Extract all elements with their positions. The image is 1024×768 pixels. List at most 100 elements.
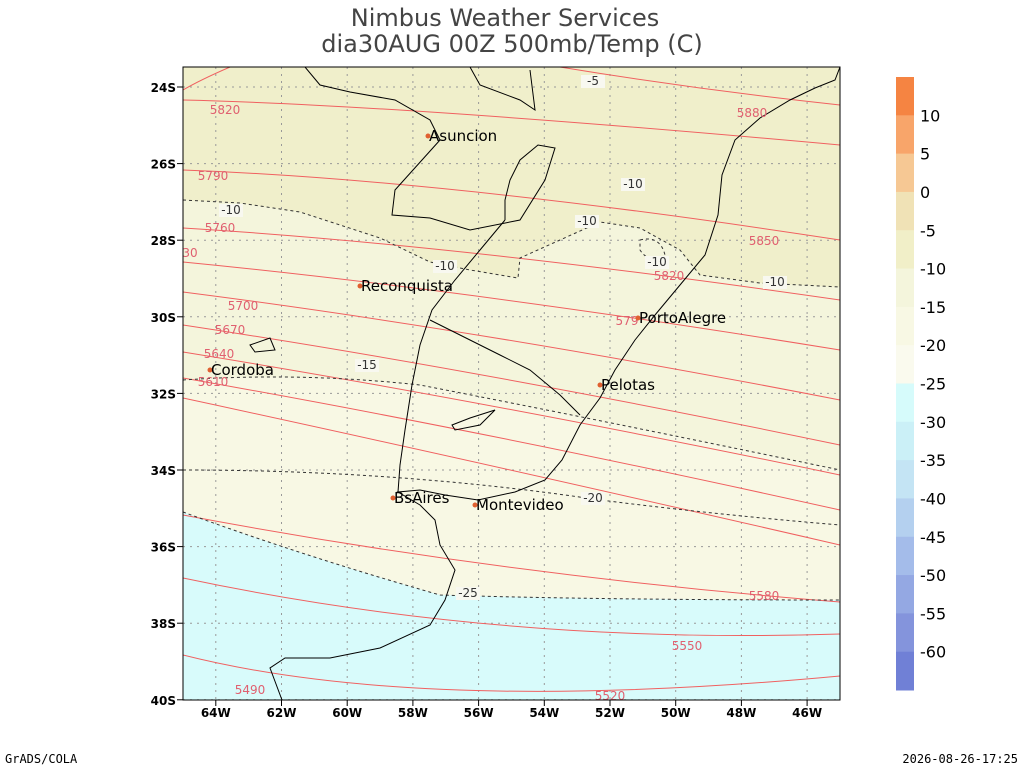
coastline: [269, 67, 840, 700]
temp-contour: [183, 376, 840, 471]
title: Nimbus Weather Services: [351, 4, 659, 32]
colorbar-label: -25: [920, 375, 946, 394]
temp-contour: [639, 238, 666, 260]
city-dot: [472, 502, 478, 508]
city-dot: [597, 382, 603, 388]
city-name: Pelotas: [601, 376, 655, 394]
y-tick-label: 26S: [151, 158, 176, 172]
colorbar-box: [896, 268, 914, 308]
temp-contour: [183, 199, 840, 288]
colorbar-box: [896, 306, 914, 346]
height-label: 5820: [210, 103, 241, 117]
colorbar-box: [896, 115, 914, 155]
temp-contour: [183, 511, 840, 601]
height-label: 5850: [749, 234, 780, 248]
x-tick-label: 60W: [332, 706, 362, 720]
temp-label-bg: [621, 178, 645, 191]
height-contour: [183, 351, 840, 476]
height-label: 5610: [198, 375, 229, 389]
colorbar-label: -60: [920, 643, 946, 662]
colorbar-label: -5: [920, 221, 936, 240]
x-tick-label: 46W: [792, 706, 822, 720]
x-tick-label: 64W: [201, 706, 231, 720]
height-contour: [183, 654, 840, 692]
city-name: Montevideo: [476, 496, 564, 514]
colorbar-box: [896, 421, 914, 461]
height-label: 5520: [595, 689, 626, 703]
colorbar-label: -55: [920, 604, 946, 623]
border: [429, 319, 581, 416]
map-area: 5820 5790 5760 30 5700 5670 5640 5610 5880 5850 58…: [182, 67, 840, 703]
temp-label-bg: [433, 260, 457, 273]
lake: [249, 337, 276, 353]
x-tick-label: 62W: [267, 706, 297, 720]
x-tick-label: 56W: [464, 706, 494, 720]
map-frame: [182, 66, 841, 701]
y-tick-label: 24S: [151, 81, 176, 95]
height-contour: [183, 514, 840, 603]
height-contour: [183, 227, 840, 301]
height-label: 5880: [737, 106, 768, 120]
height-label: 5670: [215, 323, 246, 337]
colorbar-label: -10: [920, 260, 946, 279]
colorbar-label: -35: [920, 451, 946, 470]
height-contour: [183, 291, 840, 401]
height-label: 30: [182, 246, 197, 260]
city-dot: [357, 283, 363, 289]
colorbar-box: [896, 613, 914, 653]
city-dot: [390, 495, 396, 501]
colorbar-label: -45: [920, 528, 946, 547]
temp-label: -10: [221, 203, 241, 217]
temp-contours: [183, 199, 840, 601]
colorbar-label: 0: [920, 183, 930, 202]
colorbar-label: -30: [920, 413, 946, 432]
height-contour: [183, 397, 840, 546]
city-dot: [207, 367, 213, 373]
y-tick-label: 30S: [151, 311, 176, 325]
colorbar-label: -15: [920, 298, 946, 317]
y-tick-label: 34S: [151, 464, 176, 478]
height-label: 579: [616, 314, 639, 328]
temp-label: -10: [647, 255, 667, 269]
footer-left: GrADS/COLA: [5, 752, 78, 766]
temp-label-bg: [575, 215, 599, 228]
city-name: Asuncion: [429, 127, 497, 145]
city-name: Cordoba: [211, 361, 274, 379]
colorbar-label: -40: [920, 489, 946, 508]
lake: [451, 409, 496, 431]
colorbar-box: [896, 383, 914, 423]
temp-label-bg: [456, 587, 480, 600]
height-contour: [183, 169, 840, 241]
height-label: 5580: [749, 589, 780, 603]
colorbar-label: 5: [920, 145, 930, 164]
height-contour: [559, 67, 840, 106]
y-tick-label: 28S: [151, 234, 176, 248]
colorbar-box: [896, 536, 914, 576]
colorbar-box: [896, 498, 914, 538]
temp-label-bg: [645, 256, 669, 269]
coastlines: [249, 67, 840, 700]
temp-label: -10: [765, 275, 785, 289]
temp-label: -15: [357, 358, 377, 372]
height-label: 5700: [228, 299, 259, 313]
x-tick-label: 58W: [398, 706, 428, 720]
height-label: 5640: [204, 347, 235, 361]
y-tick-label: 40S: [151, 694, 176, 708]
height-label: 5760: [205, 221, 236, 235]
temp-label: -10: [577, 214, 597, 228]
colorbar-box: [896, 153, 914, 193]
colorbar-label: 10: [920, 106, 940, 125]
height-contour: [183, 261, 840, 351]
temp-label: -5: [587, 74, 599, 88]
colorbar-label: -20: [920, 336, 946, 355]
temp-label-bg: [581, 75, 605, 88]
height-label: 5550: [672, 639, 703, 653]
y-tick-label: 38S: [151, 617, 176, 631]
x-tick-label: 50W: [661, 706, 691, 720]
y-tick-label: 36S: [151, 541, 176, 555]
colorbar-label: -50: [920, 566, 946, 585]
height-label: 5820: [654, 269, 685, 283]
height-label: 5790: [198, 169, 229, 183]
height-contour: [183, 577, 840, 637]
temp-label: -20: [583, 491, 603, 505]
